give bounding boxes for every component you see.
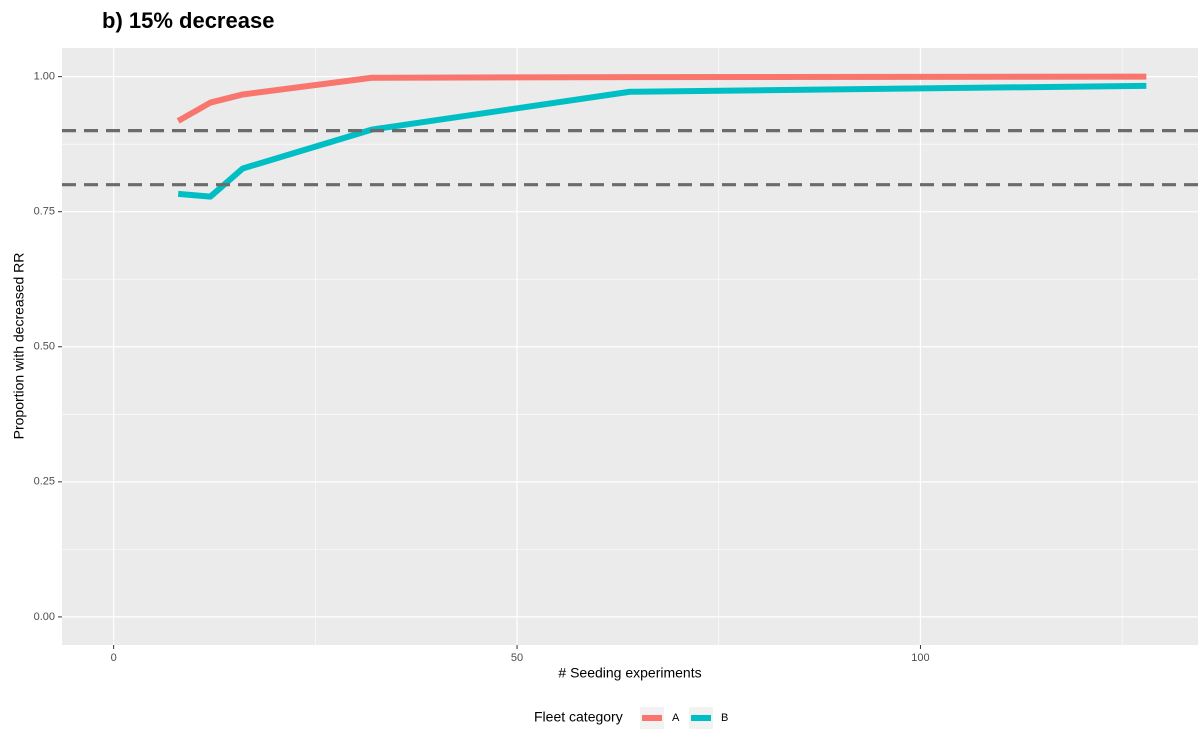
x-axis-label: # Seeding experiments	[558, 665, 701, 681]
y-tick-label: 0.50	[34, 341, 55, 353]
y-axis-label: Proportion with decreased RR	[11, 253, 27, 440]
series-line	[177, 82, 1147, 200]
legend-label: B	[721, 712, 728, 724]
x-tick-label: 50	[511, 652, 523, 664]
x-tick-label: 100	[911, 652, 929, 664]
legend-title: Fleet category	[534, 709, 623, 725]
y-tick-label: 0.75	[34, 206, 55, 218]
legend-label: A	[672, 712, 680, 724]
x-tick-label: 0	[111, 652, 117, 664]
y-tick-label: 0.00	[34, 611, 55, 623]
series-line	[176, 73, 1147, 124]
y-tick-label: 0.25	[34, 476, 55, 488]
chart-title: b) 15% decrease	[102, 8, 274, 33]
y-tick-label: 1.00	[34, 71, 55, 83]
